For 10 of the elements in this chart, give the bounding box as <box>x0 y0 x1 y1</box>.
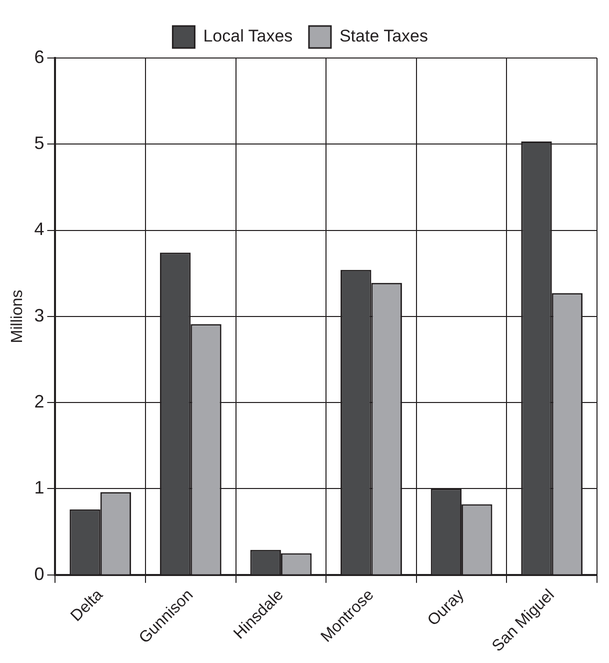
y-tick-label: 6 <box>34 46 44 67</box>
y-axis-title: Millions <box>9 290 26 344</box>
y-tick-label: 4 <box>34 219 44 240</box>
y-tick-label: 5 <box>34 133 44 154</box>
y-tick-label: 3 <box>34 305 44 326</box>
y-tick-label: 1 <box>34 478 44 498</box>
legend-label: State Taxes <box>339 26 428 46</box>
legend-label: Local Taxes <box>203 26 293 46</box>
y-tick-label: 0 <box>34 564 44 584</box>
y-tick-label: 2 <box>34 392 44 412</box>
